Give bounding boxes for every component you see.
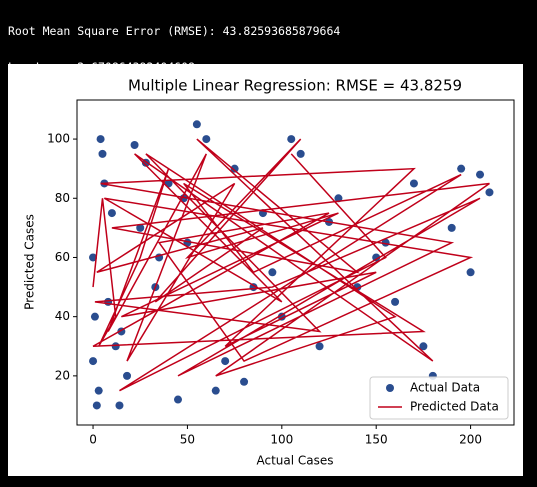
point (409, 179, 418, 188)
legend-box (369, 376, 509, 420)
point (96, 135, 105, 144)
point (419, 342, 428, 351)
x-axis-label: Actual Cases (256, 454, 333, 468)
x-tick-label: 0 (89, 433, 97, 447)
y-tick-label: 100 (47, 132, 70, 146)
point (372, 253, 381, 262)
plot-area (89, 120, 494, 410)
point (98, 149, 107, 158)
output-line: Root Mean Square Error (RMSE): 43.825936… (8, 24, 341, 38)
y-tick-label: 40 (55, 309, 70, 323)
point (466, 268, 475, 277)
legend-label: Actual Data (410, 381, 480, 395)
point (94, 386, 103, 395)
point (287, 135, 296, 144)
point (92, 401, 101, 410)
line (92, 138, 490, 392)
axes-frame (76, 99, 515, 426)
point (89, 253, 98, 262)
y-tick-label: 80 (55, 191, 70, 205)
point (476, 170, 485, 179)
point (457, 164, 466, 173)
point (447, 223, 456, 232)
point (90, 312, 99, 321)
y-tick-label: 60 (55, 250, 70, 264)
x-tick-label: 50 (180, 433, 195, 447)
point (296, 149, 305, 158)
point (130, 140, 139, 149)
legend-marker (386, 384, 394, 392)
point (123, 371, 132, 380)
point (315, 342, 324, 351)
point (136, 223, 145, 232)
point (115, 401, 124, 410)
point (485, 188, 494, 197)
point (173, 395, 182, 404)
point (391, 297, 400, 306)
point (230, 164, 239, 173)
y-tick-label: 20 (55, 368, 70, 382)
chart-title: Multiple Linear Regression: RMSE = 43.82… (128, 77, 462, 95)
point (202, 135, 211, 144)
point (240, 377, 249, 386)
x-tick-label: 200 (459, 433, 482, 447)
point (111, 342, 120, 351)
point (268, 268, 277, 277)
legend-label: Predicted Data (410, 400, 499, 414)
y-axis-label: Predicted Cases (23, 214, 37, 310)
point (221, 357, 230, 366)
point (211, 386, 220, 395)
x-tick-label: 150 (365, 433, 388, 447)
point (107, 209, 116, 218)
point (192, 120, 201, 129)
x-tick-label: 100 (270, 433, 293, 447)
point (89, 357, 98, 366)
